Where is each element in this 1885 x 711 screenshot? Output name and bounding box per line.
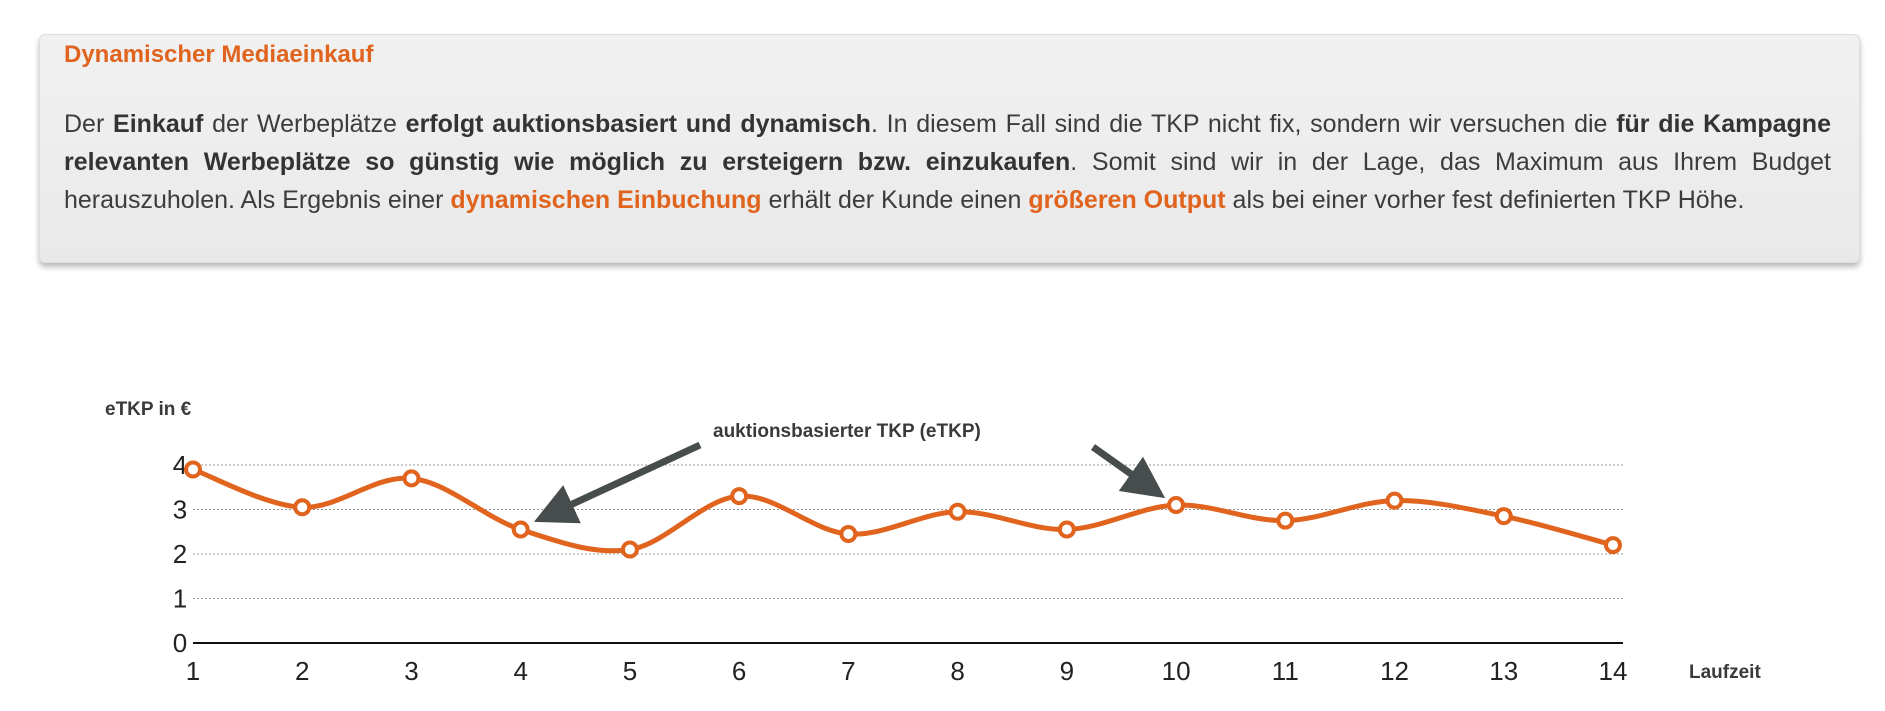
- annotation-label: auktionsbasierter TKP (eTKP): [713, 421, 981, 442]
- data-point: [1057, 520, 1076, 539]
- annotation-arrow-right: [1090, 444, 1166, 499]
- x-tick-label: 14: [1599, 656, 1628, 686]
- y-tick-label: 2: [173, 539, 187, 569]
- highlight-text: dynamischen Einbuchung: [450, 186, 762, 214]
- x-tick-label: 2: [295, 656, 309, 686]
- text-segment: als bei einer vorher fest definierten TK…: [1225, 186, 1745, 214]
- x-tick-label: 9: [1060, 656, 1074, 686]
- x-tick-label: 11: [1272, 656, 1299, 686]
- bold-text: erfolgt auktionsbasiert und dynamisch: [405, 110, 871, 138]
- y-tick-label: 3: [173, 495, 187, 525]
- data-point: [293, 498, 312, 517]
- box-paragraph: Der Einkauf der Werbeplätze erfolgt aukt…: [64, 105, 1831, 219]
- y-tick-label: 0: [173, 628, 187, 658]
- data-point: [1385, 491, 1404, 510]
- bold-text: Einkauf: [113, 110, 204, 138]
- data-point: [1276, 511, 1295, 530]
- data-point: [839, 524, 858, 543]
- text-segment: Der: [64, 110, 114, 138]
- x-tick-label: 7: [841, 656, 855, 686]
- data-point: [402, 469, 421, 488]
- x-tick-label: 8: [950, 656, 964, 686]
- x-tick-label: 3: [404, 656, 418, 686]
- text-segment: der Werbeplätze: [203, 110, 406, 138]
- box-title: Dynamischer Mediaeinkauf: [64, 41, 374, 68]
- highlight-text: größeren Output: [1028, 186, 1226, 214]
- x-tick-label: 4: [513, 656, 527, 686]
- y-axis-label: eTKP in €: [105, 399, 192, 420]
- data-point: [511, 520, 530, 539]
- data-point: [620, 540, 639, 559]
- info-box: Dynamischer Mediaeinkauf Der Einkauf der…: [39, 34, 1860, 263]
- x-tick-label: 12: [1380, 656, 1409, 686]
- x-tick-label: 6: [732, 656, 746, 686]
- x-tick-label: 5: [623, 656, 637, 686]
- y-tick-label: 1: [173, 584, 187, 614]
- bold-text: für die Kampagne relevanten Werbeplätze …: [64, 110, 1831, 176]
- data-point: [1167, 496, 1186, 515]
- x-axis-label: Laufzeit: [1689, 662, 1761, 683]
- data-point: [184, 460, 202, 479]
- data-point: [730, 487, 749, 506]
- text-segment: . In diesem Fall sind die TKP nicht fix,…: [870, 110, 1617, 138]
- annotation-arrow-left: [533, 441, 702, 524]
- data-point: [1494, 507, 1513, 526]
- x-tick-label: 10: [1162, 656, 1191, 686]
- y-tick-label: 4: [173, 450, 187, 480]
- text-segment: erhält der Kunde einen: [761, 186, 1029, 214]
- data-point: [948, 502, 967, 521]
- data-point: [1604, 536, 1622, 555]
- x-tick-label: 13: [1489, 656, 1518, 686]
- x-tick-label: 1: [186, 656, 200, 686]
- text-segment: . Somit sind wir in der Lage, das Maximu…: [64, 148, 1831, 214]
